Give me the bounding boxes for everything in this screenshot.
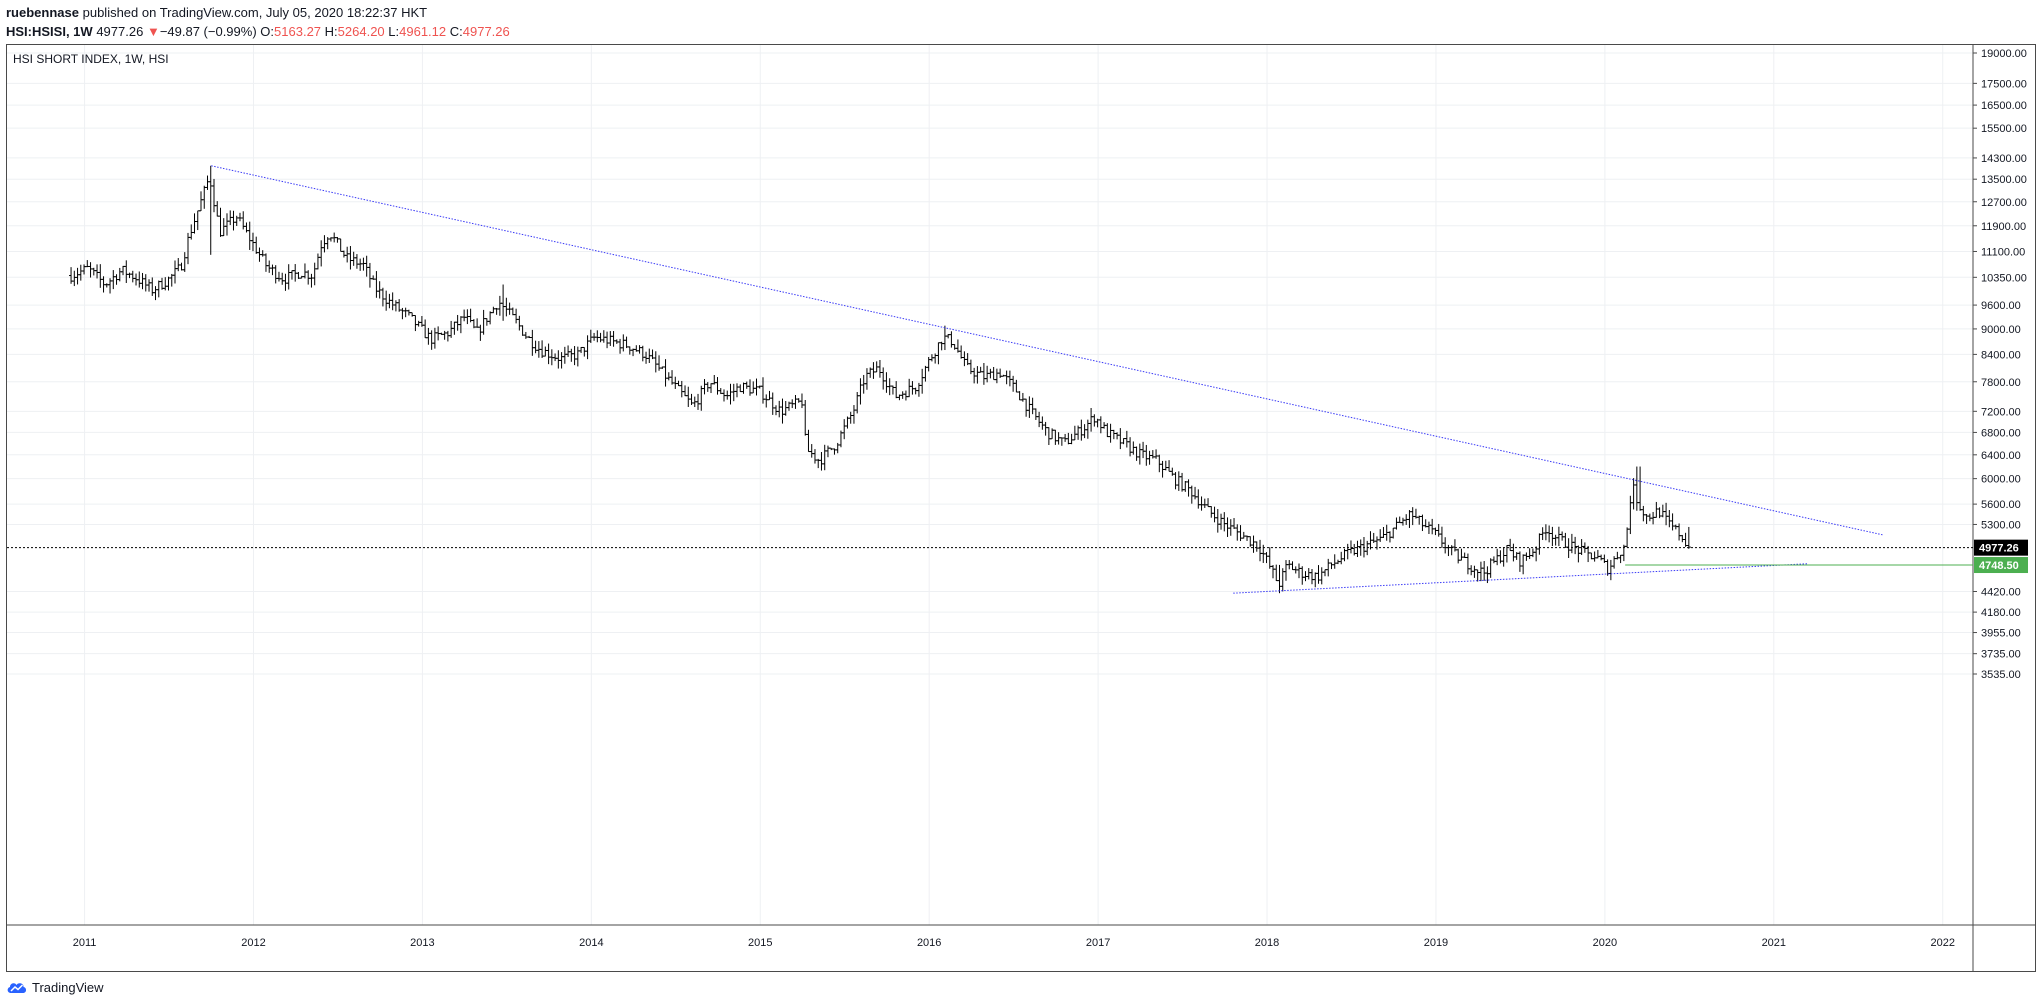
chart-background [7, 45, 2035, 971]
y-tick-label: 6800.00 [1981, 427, 2021, 439]
ohlc-legend: HSI:HSISI, 1W 4977.26 ▼−49.87 (−0.99%) O… [6, 23, 510, 41]
y-tick-label: 17500.00 [1981, 78, 2027, 90]
y-tick-label: 6400.00 [1981, 450, 2021, 462]
close-value: 4977.26 [462, 24, 510, 39]
x-tick-label: 2022 [1930, 937, 1954, 949]
y-tick-label: 12700.00 [1981, 197, 2027, 209]
y-tick-label: 3955.00 [1981, 628, 2021, 640]
ohlc-bar [1686, 526, 1691, 549]
y-tick-label: 14300.00 [1981, 153, 2027, 165]
open-label: O: [260, 24, 275, 39]
y-tick-label: 9600.00 [1981, 300, 2021, 312]
chart-frame[interactable]: HSI SHORT INDEX, 1W, HSI 2011 2012 2013 2014… [6, 44, 2036, 972]
tradingview-cloud-icon[interactable] [6, 980, 28, 994]
y-tick-label: 6000.00 [1981, 474, 2021, 486]
y-tick-label: 16500.00 [1981, 100, 2027, 112]
price-chart[interactable]: HSI SHORT INDEX, 1W, HSI 2011 2012 2013 2014… [7, 45, 2035, 971]
x-tick-label: 2012 [241, 937, 265, 949]
low-label: L: [388, 24, 400, 39]
x-tick-label: 2018 [1255, 937, 1279, 949]
y-tick-label: 19000.00 [1981, 48, 2027, 60]
high-label: H: [324, 24, 338, 39]
y-tick-label: 4180.00 [1981, 607, 2021, 619]
chart-title: HSI SHORT INDEX, 1W, HSI [13, 52, 169, 66]
x-tick-label: 2014 [579, 937, 603, 949]
x-tick-label: 2017 [1086, 937, 1110, 949]
y-tick-label: 9000.00 [1981, 324, 2021, 336]
y-tick-label: 5300.00 [1981, 519, 2021, 531]
high-value: 5264.20 [337, 24, 385, 39]
low-value: 4961.12 [399, 24, 447, 39]
symbol-label: HSI:HSISI, 1W [6, 24, 93, 39]
price-label-support-level: 4748.50 [1979, 560, 2019, 572]
change-value: −49.87 (−0.99%) [159, 24, 257, 39]
x-tick-label: 2021 [1762, 937, 1786, 949]
y-tick-label: 7200.00 [1981, 406, 2021, 418]
change-down-icon: ▼ [146, 24, 160, 39]
x-tick-label: 2020 [1593, 937, 1617, 949]
y-tick-label: 13500.00 [1981, 174, 2027, 186]
y-tick-label: 10350.00 [1981, 272, 2027, 284]
footer-brand[interactable]: TradingView [32, 979, 104, 995]
y-tick-label: 3735.00 [1981, 649, 2021, 661]
close-label: C: [449, 24, 463, 39]
price-label-last-price: 4977.26 [1979, 543, 2019, 555]
y-tick-label: 8400.00 [1981, 349, 2021, 361]
x-tick-label: 2011 [73, 937, 97, 949]
author-name[interactable]: ruebennase [6, 5, 79, 20]
chart-header: ruebennase published on TradingView.com,… [6, 4, 510, 41]
last-price: 4977.26 [96, 24, 144, 39]
x-tick-label: 2019 [1424, 937, 1448, 949]
y-tick-label: 5600.00 [1981, 499, 2021, 511]
x-tick-label: 2016 [917, 937, 941, 949]
trendline-resistance [211, 165, 1884, 536]
footer: TradingView [6, 976, 104, 998]
y-tick-label: 11100.00 [1981, 246, 2025, 258]
y-tick-label: 15500.00 [1981, 123, 2027, 135]
published-text: published on TradingView.com, July 05, 2… [82, 5, 428, 20]
price-label-bg-last-price [1974, 539, 2028, 556]
open-value: 5163.27 [274, 24, 322, 39]
price-label-bg-support-level [1974, 557, 2028, 574]
y-tick-label: 11900.00 [1981, 221, 2026, 233]
x-tick-label: 2015 [748, 937, 772, 949]
y-tick-label: 4420.00 [1981, 586, 2021, 598]
ohlc-bars [69, 165, 1691, 594]
x-tick-label: 2013 [410, 937, 434, 949]
y-tick-label: 7800.00 [1981, 377, 2021, 389]
y-tick-label: 3535.00 [1981, 669, 2021, 681]
